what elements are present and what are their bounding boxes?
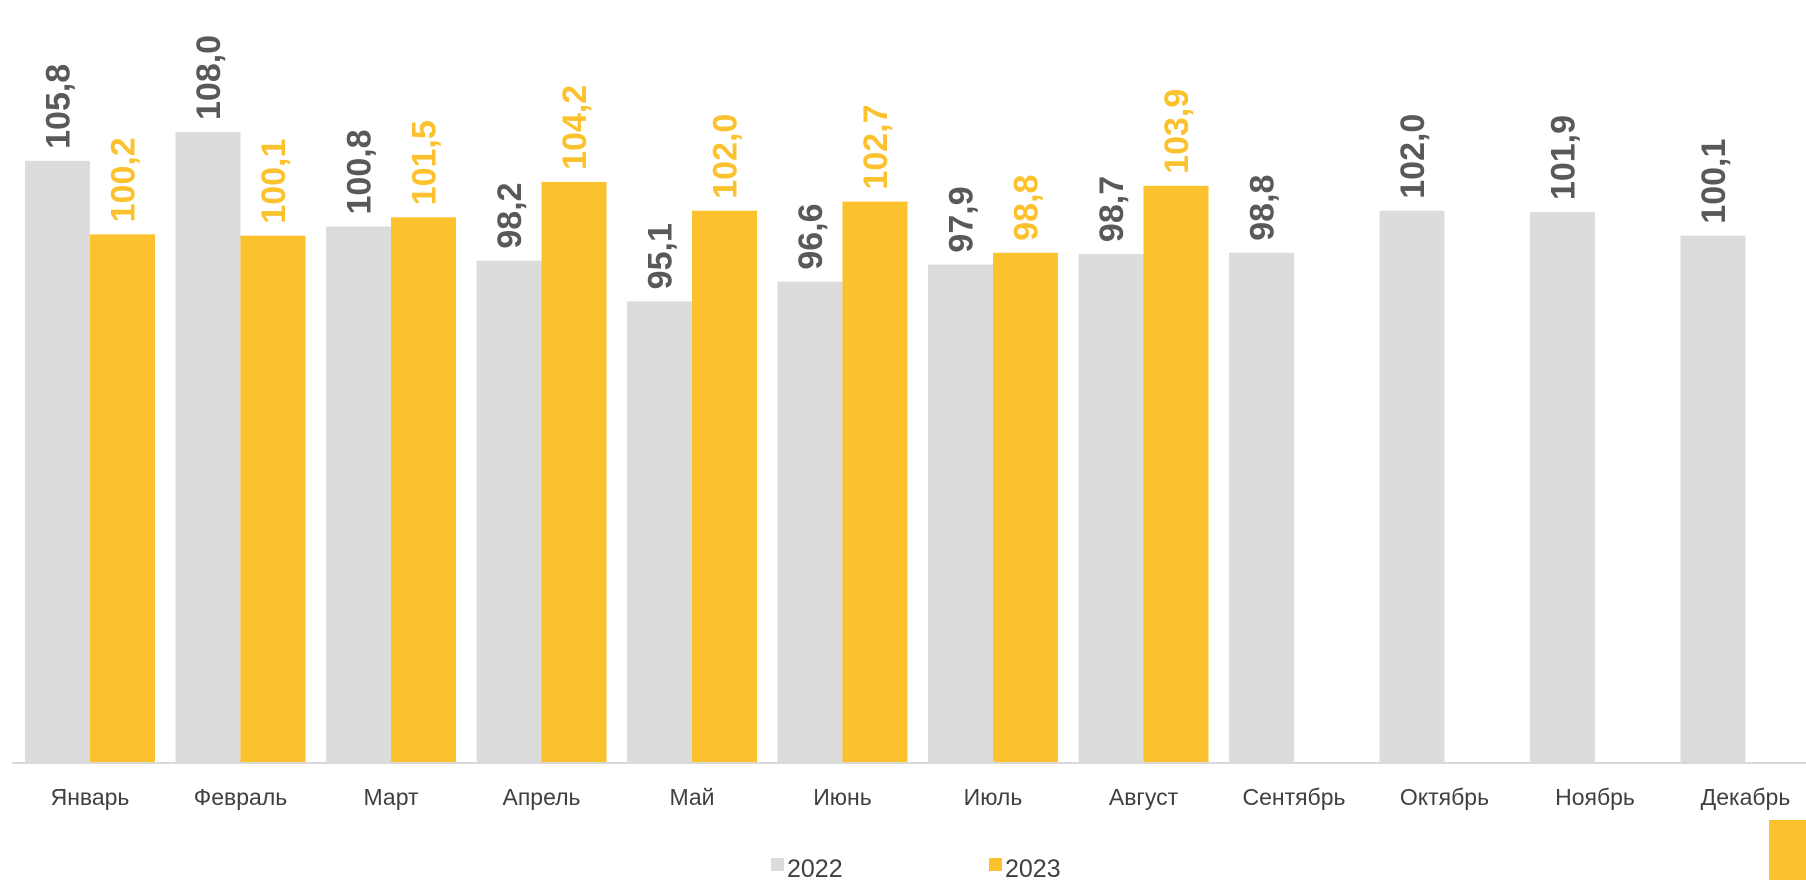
bar-2022-7 bbox=[1078, 254, 1144, 762]
bar-2022-1 bbox=[175, 132, 241, 762]
value-label-2022-5: 96,6 bbox=[792, 203, 830, 269]
bar-2023-7 bbox=[1143, 185, 1209, 762]
bar-2022-8 bbox=[1229, 252, 1294, 762]
legend: 2022 2023 bbox=[771, 855, 1061, 881]
value-label-2022-8: 98,8 bbox=[1244, 175, 1282, 241]
category-label-7: Август bbox=[1109, 784, 1179, 810]
bar-2022-3 bbox=[476, 260, 542, 762]
value-label-2023-3: 104,2 bbox=[556, 85, 594, 170]
bar-2022-5 bbox=[777, 281, 843, 762]
bar-2022-0 bbox=[25, 160, 90, 762]
value-label-2022-4: 95,1 bbox=[642, 223, 680, 289]
value-label-2023-7: 103,9 bbox=[1158, 89, 1196, 174]
legend-label-2022: 2022 bbox=[787, 855, 843, 881]
value-label-2022-11: 100,1 bbox=[1695, 139, 1733, 224]
bars-group bbox=[25, 132, 1746, 762]
value-label-2022-10: 101,9 bbox=[1545, 115, 1583, 200]
bar-2022-11 bbox=[1680, 235, 1746, 762]
value-label-2023-1: 100,1 bbox=[255, 139, 293, 224]
bar-2023-1 bbox=[240, 235, 306, 762]
category-label-11: Декабрь bbox=[1701, 784, 1791, 810]
corner-logo-mark bbox=[1769, 820, 1806, 880]
bar-2022-4 bbox=[627, 301, 692, 762]
value-label-2022-6: 97,9 bbox=[943, 186, 981, 252]
category-label-0: Январь bbox=[51, 784, 130, 810]
value-label-2023-6: 98,8 bbox=[1008, 175, 1046, 241]
value-label-2022-1: 108,0 bbox=[190, 35, 228, 120]
value-label-2023-5: 102,7 bbox=[857, 104, 895, 189]
bar-2023-3 bbox=[541, 181, 607, 762]
bar-2022-9 bbox=[1379, 210, 1445, 762]
bar-2022-6 bbox=[928, 264, 993, 762]
bar-2023-6 bbox=[993, 252, 1058, 762]
bar-2023-5 bbox=[842, 201, 908, 762]
category-label-10: Ноябрь bbox=[1555, 784, 1635, 810]
legend-swatch-2023 bbox=[989, 858, 1002, 871]
bar-2023-4 bbox=[692, 210, 757, 762]
value-label-2022-9: 102,0 bbox=[1394, 114, 1432, 199]
value-label-2022-7: 98,7 bbox=[1093, 176, 1131, 242]
bar-2023-0 bbox=[90, 234, 155, 762]
legend-label-2023: 2023 bbox=[1005, 855, 1061, 881]
value-label-2023-4: 102,0 bbox=[707, 114, 745, 199]
category-label-5: Июнь bbox=[813, 784, 871, 810]
category-label-3: Апрель bbox=[502, 784, 580, 810]
category-label-2: Март bbox=[363, 784, 418, 810]
category-label-9: Октябрь bbox=[1400, 784, 1489, 810]
bar-2022-2 bbox=[326, 226, 391, 762]
value-label-2023-0: 100,2 bbox=[105, 137, 143, 222]
category-label-6: Июль bbox=[964, 784, 1023, 810]
value-label-2022-2: 100,8 bbox=[341, 129, 379, 214]
value-labels-group: 105,8 100,2 108,0 100,1 100,8 101,5 98,2 104,2 9… bbox=[40, 35, 1734, 289]
value-label-2022-0: 105,8 bbox=[40, 64, 78, 149]
category-label-1: Февраль bbox=[194, 784, 287, 810]
category-label-4: Май bbox=[669, 784, 714, 810]
bar-2022-10 bbox=[1530, 212, 1595, 762]
value-label-2023-2: 101,5 bbox=[406, 120, 444, 205]
bar-2023-2 bbox=[391, 217, 456, 762]
legend-swatch-2022 bbox=[771, 858, 784, 871]
value-label-2022-3: 98,2 bbox=[491, 182, 529, 248]
category-label-8: Сентябрь bbox=[1242, 784, 1345, 810]
category-labels-group: Январь Февраль Март Апрель Май Июнь Июль Август… bbox=[51, 784, 1791, 810]
